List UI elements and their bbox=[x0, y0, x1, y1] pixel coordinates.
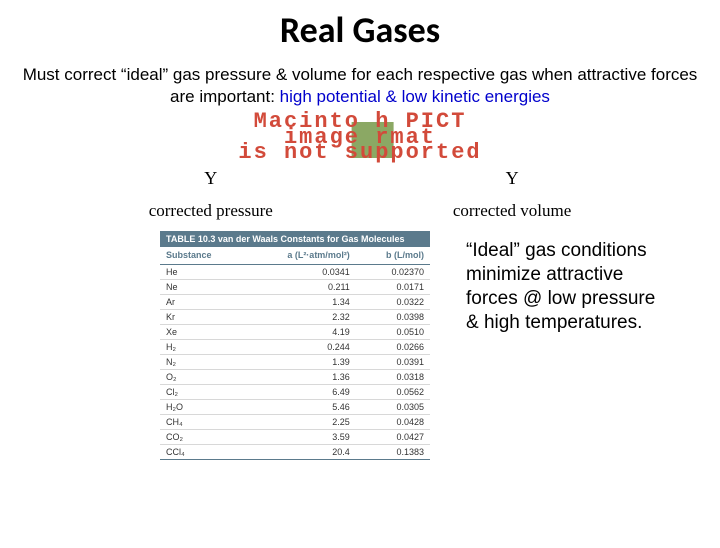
table-cell: 0.0171 bbox=[356, 280, 430, 295]
col-substance: Substance bbox=[160, 247, 245, 265]
table-cell: 0.0341 bbox=[245, 265, 356, 280]
table-cell: 2.32 bbox=[245, 310, 356, 325]
upsilon-left: Υ bbox=[149, 168, 273, 189]
table-cell: H₂ bbox=[160, 340, 245, 355]
table-header-row: Substance a (L²·atm/mol²) b (L/mol) bbox=[160, 247, 430, 265]
table-cell: 20.4 bbox=[245, 445, 356, 460]
table-row: CO₂3.590.0427 bbox=[160, 430, 430, 445]
vdw-table: Substance a (L²·atm/mol²) b (L/mol) He0.… bbox=[160, 247, 430, 460]
table-cell: Xe bbox=[160, 325, 245, 340]
corrected-pressure-col: Υ corrected pressure bbox=[149, 168, 273, 221]
table-cell: 2.25 bbox=[245, 415, 356, 430]
table-row: Xe4.190.0510 bbox=[160, 325, 430, 340]
table-cell: 0.0398 bbox=[356, 310, 430, 325]
table-cell: 0.0305 bbox=[356, 400, 430, 415]
table-row: Kr2.320.0398 bbox=[160, 310, 430, 325]
table-cell: 0.1383 bbox=[356, 445, 430, 460]
table-cell: N₂ bbox=[160, 355, 245, 370]
table-cell: 0.0391 bbox=[356, 355, 430, 370]
table-row: He0.03410.02370 bbox=[160, 265, 430, 280]
table-cell: 4.19 bbox=[245, 325, 356, 340]
table-cell: Cl₂ bbox=[160, 385, 245, 400]
table-row: CCl₄20.40.1383 bbox=[160, 445, 430, 460]
subtitle: Must correct “ideal” gas pressure & volu… bbox=[0, 64, 720, 108]
table-cell: 0.02370 bbox=[356, 265, 430, 280]
table-cell: 0.0427 bbox=[356, 430, 430, 445]
table-cell: 0.0266 bbox=[356, 340, 430, 355]
table-cell: O₂ bbox=[160, 370, 245, 385]
corrected-volume-label: corrected volume bbox=[453, 201, 571, 220]
table-cell: 0.0510 bbox=[356, 325, 430, 340]
table-cell: H₂O bbox=[160, 400, 245, 415]
table-cell: Ar bbox=[160, 295, 245, 310]
pict-line3: is not supported bbox=[170, 145, 550, 160]
table-cell: 0.0562 bbox=[356, 385, 430, 400]
table-cell: Ne bbox=[160, 280, 245, 295]
table-row: Ar1.340.0322 bbox=[160, 295, 430, 310]
table-cell: 0.0318 bbox=[356, 370, 430, 385]
page-title: Real Gases bbox=[0, 8, 720, 52]
corrected-volume-col: Υ corrected volume bbox=[453, 168, 571, 221]
table-cell: 5.46 bbox=[245, 400, 356, 415]
table-cell: CO₂ bbox=[160, 430, 245, 445]
upsilon-right: Υ bbox=[453, 168, 571, 189]
table-row: H₂O5.460.0305 bbox=[160, 400, 430, 415]
table-cell: 0.0428 bbox=[356, 415, 430, 430]
table-cell: CCl₄ bbox=[160, 445, 245, 460]
table-cell: 6.49 bbox=[245, 385, 356, 400]
table-cell: 3.59 bbox=[245, 430, 356, 445]
table-cell: 0.211 bbox=[245, 280, 356, 295]
table-row: N₂1.390.0391 bbox=[160, 355, 430, 370]
table-cell: He bbox=[160, 265, 245, 280]
table-body: He0.03410.02370Ne0.2110.0171Ar1.340.0322… bbox=[160, 265, 430, 460]
table-cell: 1.39 bbox=[245, 355, 356, 370]
corrected-pressure-label: corrected pressure bbox=[149, 201, 273, 220]
table-cell: 1.34 bbox=[245, 295, 356, 310]
subtitle-emphasis: high potential & low kinetic energies bbox=[280, 87, 550, 106]
col-b: b (L/mol) bbox=[356, 247, 430, 265]
lower-section: TABLE 10.3 van der Waals Constants for G… bbox=[0, 231, 720, 460]
col-a: a (L²·atm/mol²) bbox=[245, 247, 356, 265]
table-cell: CH₄ bbox=[160, 415, 245, 430]
ideal-gas-note: “Ideal” gas conditions minimize attracti… bbox=[430, 231, 660, 460]
table-row: CH₄2.250.0428 bbox=[160, 415, 430, 430]
table-row: O₂1.360.0318 bbox=[160, 370, 430, 385]
correction-labels: Υ corrected pressure Υ corrected volume bbox=[0, 168, 720, 221]
table-row: Ne0.2110.0171 bbox=[160, 280, 430, 295]
table-row: Cl₂6.490.0562 bbox=[160, 385, 430, 400]
table-caption: TABLE 10.3 van der Waals Constants for G… bbox=[160, 231, 430, 247]
table-cell: 0.244 bbox=[245, 340, 356, 355]
pict-placeholder: Macinto h PICT image rmat is not support… bbox=[170, 114, 550, 160]
vdw-table-wrap: TABLE 10.3 van der Waals Constants for G… bbox=[160, 231, 430, 460]
pict-text: Macinto h PICT image rmat is not support… bbox=[170, 114, 550, 160]
table-cell: Kr bbox=[160, 310, 245, 325]
table-cell: 1.36 bbox=[245, 370, 356, 385]
table-cell: 0.0322 bbox=[356, 295, 430, 310]
table-row: H₂0.2440.0266 bbox=[160, 340, 430, 355]
